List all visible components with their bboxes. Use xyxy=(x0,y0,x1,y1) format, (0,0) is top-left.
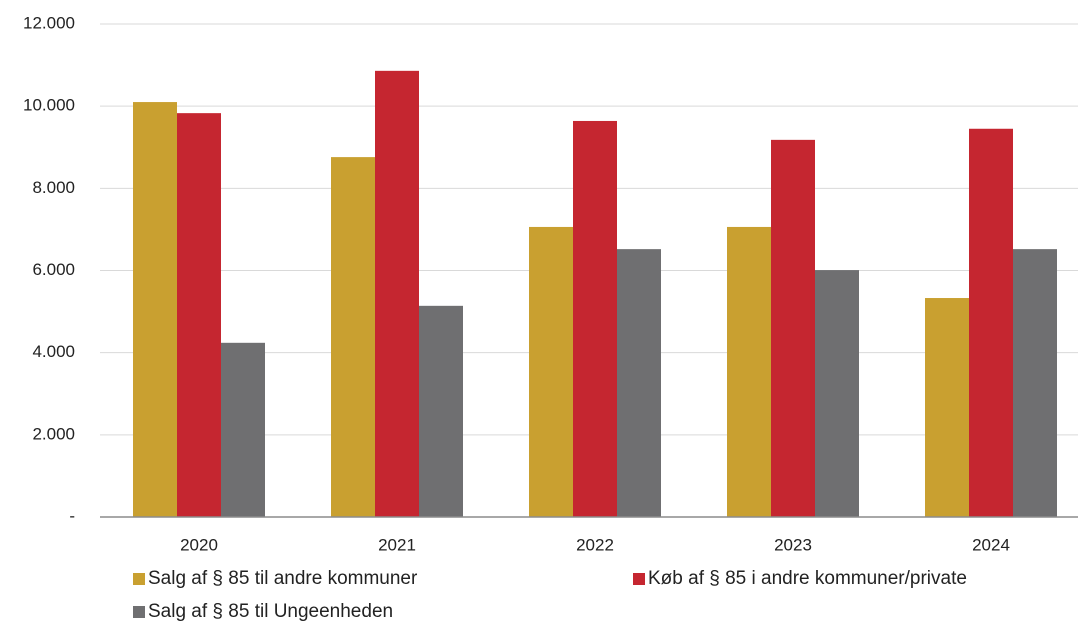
bar xyxy=(529,226,573,517)
y-tick-label: 6.000 xyxy=(32,260,75,279)
bar xyxy=(331,157,375,518)
y-tick-label: - xyxy=(69,506,75,525)
y-tick-label: 2.000 xyxy=(32,424,75,443)
bar xyxy=(419,305,463,517)
x-tick-label: 2020 xyxy=(180,535,218,554)
bar xyxy=(177,113,221,518)
bar xyxy=(969,128,1013,517)
y-tick-label: 8.000 xyxy=(32,178,75,197)
bar xyxy=(1013,249,1057,518)
x-tick-label: 2022 xyxy=(576,535,614,554)
legend-swatch xyxy=(133,573,145,585)
legend-label: Salg af § 85 til Ungeenheden xyxy=(148,601,393,622)
bar xyxy=(617,249,661,518)
legend-label: Salg af § 85 til andre kommuner xyxy=(148,568,418,589)
y-tick-label: 10.000 xyxy=(23,96,75,115)
x-tick-label: 2024 xyxy=(972,535,1010,554)
bar xyxy=(573,120,617,517)
x-tick-label: 2023 xyxy=(774,535,812,554)
y-tick-label: 12.000 xyxy=(23,13,75,32)
bar xyxy=(221,342,265,517)
bar xyxy=(375,70,419,518)
bar xyxy=(925,298,969,517)
bar xyxy=(815,270,859,517)
x-tick-label: 2021 xyxy=(378,535,416,554)
legend-label: Køb af § 85 i andre kommuner/private xyxy=(648,568,967,589)
legend-swatch xyxy=(633,573,645,585)
bar xyxy=(727,226,771,517)
y-tick-label: 4.000 xyxy=(32,342,75,361)
legend-swatch xyxy=(133,606,145,618)
bar xyxy=(133,102,177,517)
bar xyxy=(771,139,815,518)
